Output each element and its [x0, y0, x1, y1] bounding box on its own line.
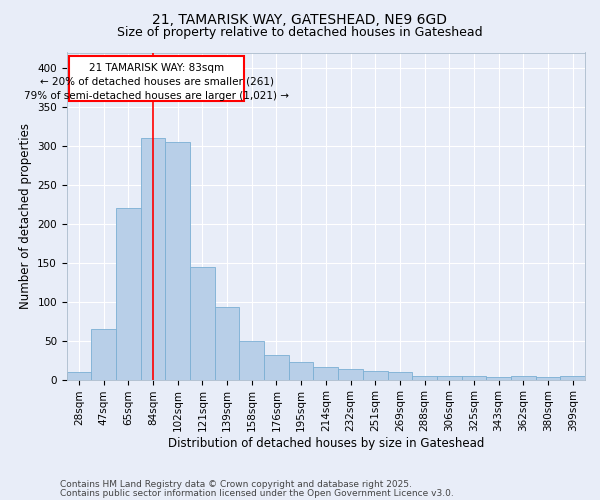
- Bar: [264, 354, 289, 380]
- Text: Contains public sector information licensed under the Open Government Licence v3: Contains public sector information licen…: [60, 488, 454, 498]
- Bar: [461, 376, 486, 380]
- Text: Size of property relative to detached houses in Gateshead: Size of property relative to detached ho…: [117, 26, 483, 39]
- Text: 21 TAMARISK WAY: 83sqm: 21 TAMARISK WAY: 83sqm: [89, 62, 224, 72]
- Bar: [91, 329, 116, 380]
- Bar: [486, 378, 511, 380]
- Bar: [363, 371, 388, 380]
- Text: Contains HM Land Registry data © Crown copyright and database right 2025.: Contains HM Land Registry data © Crown c…: [60, 480, 412, 489]
- Bar: [289, 362, 313, 380]
- Text: 21, TAMARISK WAY, GATESHEAD, NE9 6GD: 21, TAMARISK WAY, GATESHEAD, NE9 6GD: [152, 12, 448, 26]
- Bar: [190, 266, 215, 380]
- Y-axis label: Number of detached properties: Number of detached properties: [19, 123, 32, 309]
- Bar: [536, 378, 560, 380]
- Bar: [239, 342, 264, 380]
- Bar: [67, 372, 91, 380]
- Bar: [338, 368, 363, 380]
- X-axis label: Distribution of detached houses by size in Gateshead: Distribution of detached houses by size …: [167, 437, 484, 450]
- Bar: [69, 56, 244, 101]
- Bar: [560, 376, 585, 380]
- Bar: [116, 208, 141, 380]
- Bar: [437, 376, 461, 380]
- Bar: [141, 138, 166, 380]
- Text: 79% of semi-detached houses are larger (1,021) →: 79% of semi-detached houses are larger (…: [24, 90, 289, 101]
- Bar: [313, 367, 338, 380]
- Bar: [412, 376, 437, 380]
- Bar: [215, 307, 239, 380]
- Bar: [511, 376, 536, 380]
- Text: ← 20% of detached houses are smaller (261): ← 20% of detached houses are smaller (26…: [40, 76, 274, 86]
- Bar: [388, 372, 412, 380]
- Bar: [166, 142, 190, 380]
